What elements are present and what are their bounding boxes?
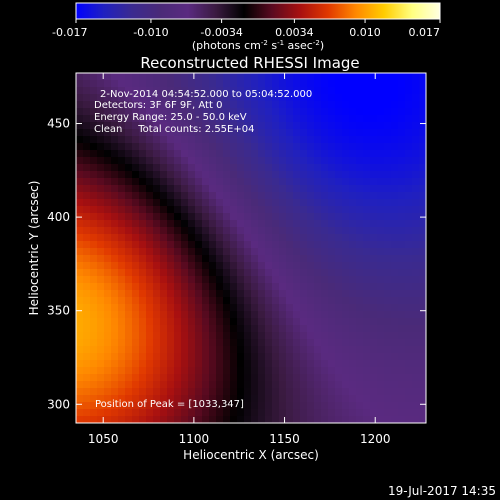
footer-date: 19-Jul-2017 14:35	[388, 484, 496, 498]
y-tick-label: 450	[47, 117, 70, 131]
x-tick-label: 1100	[179, 432, 210, 446]
annotation-peak-position: Position of Peak = [1033,347]	[95, 399, 244, 410]
colorbar-tick-label: -0.010	[133, 26, 168, 39]
colorbar-ticks: -0.017 -0.010 -0.0034 0.0034 0.010 0.017	[52, 19, 441, 39]
colorbar-unit-label: (photons cm-2 s-1 asec-2)	[192, 39, 324, 52]
plot-frame	[75, 72, 427, 424]
chart-title: Reconstructed RHESSI Image	[140, 54, 359, 72]
x-tick-label: 1200	[360, 432, 391, 446]
colorbar-tick-label: 0.0034	[275, 26, 314, 39]
y-axis-label: Heliocentric Y (arcsec)	[27, 181, 41, 316]
annotation-detectors: Detectors: 3F 6F 9F, Att 0	[94, 100, 222, 111]
x-axis-label: Heliocentric X (arcsec)	[183, 448, 319, 462]
annotation-clean-counts: Clean Total counts: 2.55E+04	[94, 124, 254, 135]
x-axis: 1050 1100 1150 1200	[88, 73, 391, 446]
colorbar-tick-label: -0.017	[52, 26, 87, 39]
y-tick-label: 350	[47, 304, 70, 318]
annotation-block: 2-Nov-2014 04:54:52.000 to 05:04:52.000 …	[94, 89, 312, 135]
colorbar: -0.017 -0.010 -0.0034 0.0034 0.010 0.017 (pho…	[52, 2, 441, 52]
heatmap-image	[76, 73, 426, 423]
y-axis: 300 350 400 450	[47, 117, 426, 411]
annotation-energy-range: Energy Range: 25.0 - 50.0 keV	[94, 112, 247, 123]
x-tick-label: 1050	[88, 432, 119, 446]
plot-area	[75, 72, 427, 424]
x-tick-label: 1150	[269, 432, 300, 446]
annotation-time-range: 2-Nov-2014 04:54:52.000 to 05:04:52.000	[100, 89, 312, 100]
colorbar-gradient	[75, 2, 441, 20]
y-tick-label: 300	[47, 397, 70, 411]
y-tick-label: 400	[47, 210, 70, 224]
colorbar-tick-label: 0.017	[409, 26, 441, 39]
colorbar-tick-label: 0.010	[349, 26, 381, 39]
colorbar-tick-label: -0.0034	[200, 26, 242, 39]
